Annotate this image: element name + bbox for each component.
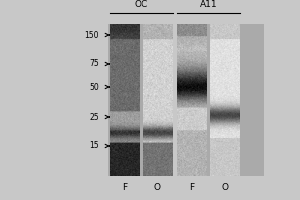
Bar: [108, 24, 264, 176]
Text: F: F: [122, 184, 127, 192]
Text: O: O: [221, 184, 229, 192]
Text: F: F: [189, 184, 195, 192]
Text: 15: 15: [89, 142, 99, 150]
Text: OC: OC: [134, 0, 148, 9]
Text: 75: 75: [89, 60, 99, 68]
Text: 150: 150: [85, 30, 99, 40]
Bar: [172, 24, 177, 176]
Text: O: O: [154, 184, 161, 192]
Text: A11: A11: [200, 0, 217, 9]
Text: 50: 50: [89, 83, 99, 92]
Text: 25: 25: [89, 112, 99, 121]
